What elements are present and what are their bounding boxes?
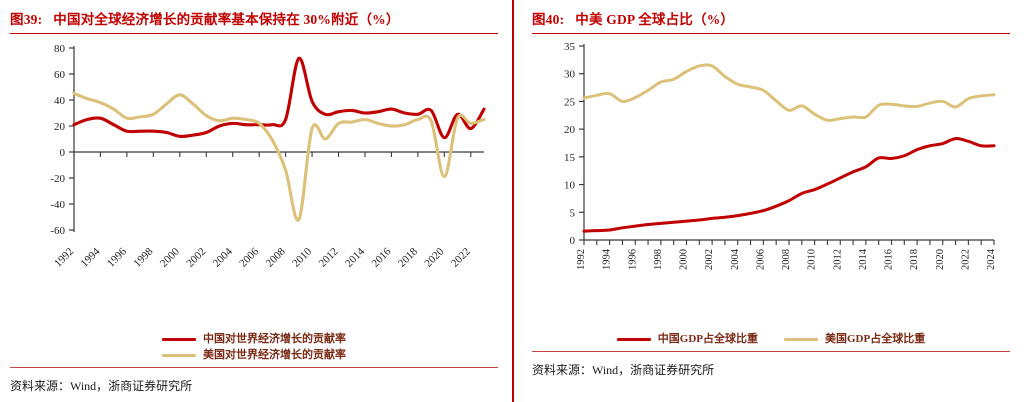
svg-text:2000: 2000 bbox=[158, 245, 182, 269]
svg-text:35: 35 bbox=[564, 41, 576, 53]
svg-text:0: 0 bbox=[60, 147, 66, 159]
svg-text:2004: 2004 bbox=[730, 248, 741, 270]
legend-swatch-usa bbox=[784, 338, 818, 341]
legend-item-usa-gdp[interactable]: 美国GDP占全球比重 bbox=[784, 334, 925, 345]
svg-text:2002: 2002 bbox=[704, 249, 715, 270]
legend-label-china: 中国GDP占全球比重 bbox=[657, 333, 758, 345]
svg-text:2014: 2014 bbox=[858, 248, 869, 270]
figure-40-plot: 0 5 10 15 20 25 30 35 1992 1994 1996 1998 2000 2002 20… bbox=[564, 41, 997, 270]
svg-text:1998: 1998 bbox=[653, 249, 664, 270]
svg-text:2016: 2016 bbox=[369, 245, 393, 269]
svg-text:2012: 2012 bbox=[317, 246, 341, 270]
figure-40-chart: 0 5 10 15 20 25 30 35 1992 1994 1996 1998 2000 2002 20… bbox=[532, 34, 1010, 334]
svg-text:2018: 2018 bbox=[396, 245, 420, 269]
svg-text:2024: 2024 bbox=[986, 248, 997, 270]
figure-40-title-rule bbox=[532, 33, 1010, 34]
svg-text:2018: 2018 bbox=[909, 249, 920, 270]
svg-text:1996: 1996 bbox=[627, 249, 638, 270]
svg-text:2006: 2006 bbox=[755, 249, 766, 270]
svg-text:2004: 2004 bbox=[211, 245, 235, 269]
legend-swatch-china bbox=[616, 338, 651, 341]
svg-text:25: 25 bbox=[564, 96, 576, 108]
svg-text:-40: -40 bbox=[50, 199, 65, 211]
figure-40-title-row: 图40: 中美 GDP 全球占比（%） bbox=[532, 0, 1010, 28]
svg-text:2022: 2022 bbox=[449, 246, 473, 270]
svg-text:2012: 2012 bbox=[832, 249, 843, 270]
legend-item-china-contribution[interactable]: 中国对世界经济增长的贡献率 bbox=[162, 334, 346, 345]
svg-text:2002: 2002 bbox=[184, 246, 208, 270]
figure-40-legend: 中国GDP占全球比重 美国GDP占全球比重 bbox=[532, 334, 1010, 345]
svg-text:10: 10 bbox=[564, 180, 576, 192]
legend-swatch-china bbox=[162, 338, 196, 341]
svg-text:2000: 2000 bbox=[679, 249, 690, 270]
svg-text:5: 5 bbox=[570, 207, 576, 219]
svg-text:-20: -20 bbox=[50, 173, 65, 185]
legend-label-usa: 美国GDP占全球比重 bbox=[825, 333, 926, 345]
svg-text:2016: 2016 bbox=[884, 249, 895, 270]
figure-panel-39: 图39: 中国对全球经济增长的贡献率基本保持在 30%附近（%） 80 60 40 2… bbox=[10, 0, 498, 393]
figure-40-number: 图40: bbox=[532, 12, 565, 27]
svg-text:2014: 2014 bbox=[343, 245, 367, 269]
svg-text:30: 30 bbox=[564, 69, 576, 81]
figure-39-source: 资料来源：Wind，浙商证券研究所 bbox=[10, 379, 193, 393]
svg-text:2020: 2020 bbox=[422, 245, 446, 269]
figure-40-source-rule bbox=[532, 351, 1010, 352]
svg-text:2010: 2010 bbox=[807, 249, 818, 270]
svg-text:1996: 1996 bbox=[105, 245, 129, 269]
svg-text:20: 20 bbox=[54, 121, 66, 133]
figure-39-title-row: 图39: 中国对全球经济增长的贡献率基本保持在 30%附近（%） bbox=[10, 0, 498, 28]
svg-text:1992: 1992 bbox=[576, 249, 587, 270]
figure-39-legend: 中国对世界经济增长的贡献率 美国对世界经济增长的贡献率 bbox=[10, 334, 498, 361]
figure-39-number: 图39: bbox=[10, 12, 43, 27]
svg-text:2010: 2010 bbox=[290, 245, 314, 269]
svg-text:1994: 1994 bbox=[79, 245, 103, 269]
figure-39-title: 中国对全球经济增长的贡献率基本保持在 30%附近（%） bbox=[53, 12, 400, 27]
svg-text:40: 40 bbox=[54, 95, 66, 107]
legend-item-usa-contribution[interactable]: 美国对世界经济增长的贡献率 bbox=[162, 350, 346, 361]
legend-swatch-usa bbox=[162, 354, 196, 357]
svg-text:1992: 1992 bbox=[52, 246, 76, 270]
svg-text:2022: 2022 bbox=[960, 249, 971, 270]
figure-40-source: 资料来源：Wind，浙商证券研究所 bbox=[532, 363, 715, 377]
figure-39-source-rule bbox=[10, 367, 498, 368]
legend-label-china: 中国对世界经济增长的贡献率 bbox=[203, 333, 346, 345]
figure-40-title: 中美 GDP 全球占比（%） bbox=[575, 12, 735, 27]
svg-text:0: 0 bbox=[570, 235, 576, 247]
svg-text:15: 15 bbox=[564, 152, 576, 164]
legend-label-usa: 美国对世界经济增长的贡献率 bbox=[203, 349, 346, 361]
svg-text:2008: 2008 bbox=[264, 245, 288, 269]
svg-text:20: 20 bbox=[564, 124, 576, 136]
figure-39-chart: 80 60 40 20 0 -20 -40 -60 1992 1994 1996 1998 2000 20… bbox=[10, 34, 498, 334]
figure-39-title-rule bbox=[10, 33, 498, 34]
svg-text:1998: 1998 bbox=[131, 245, 155, 269]
svg-text:2006: 2006 bbox=[237, 245, 261, 269]
svg-text:80: 80 bbox=[54, 43, 66, 55]
svg-text:-60: -60 bbox=[50, 225, 65, 237]
svg-text:2020: 2020 bbox=[935, 249, 946, 270]
svg-text:60: 60 bbox=[54, 69, 66, 81]
figure-panel-40: 图40: 中美 GDP 全球占比（%） 0 5 10 15 20 25 30 35 1992 19… bbox=[512, 0, 1024, 402]
legend-item-china-gdp[interactable]: 中国GDP占全球比重 bbox=[616, 333, 758, 345]
svg-text:1994: 1994 bbox=[602, 248, 613, 270]
svg-text:2008: 2008 bbox=[781, 249, 792, 270]
